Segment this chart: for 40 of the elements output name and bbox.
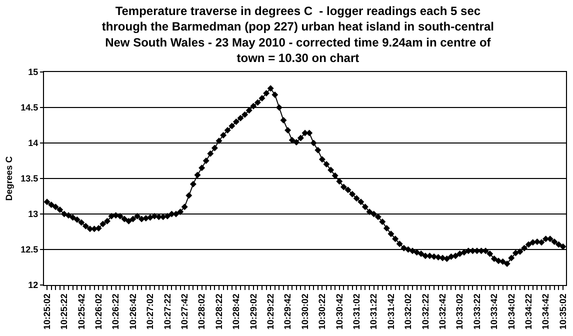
chart-title: Temperature traverse in degrees C - logger readings each 5 sec through the Barmedman (pop 227) urban heat island in south-central New South Wales - 23 May 2010 - corrected time 9.24am in centre of town = 10.30 on chart bbox=[102, 4, 494, 65]
x-tick-label: 10:30:02 bbox=[300, 294, 310, 330]
x-tick-label: 10:28:22 bbox=[214, 294, 224, 330]
x-tick-label: 10:32:02 bbox=[403, 294, 414, 330]
y-tick-label: 14 bbox=[28, 138, 38, 148]
x-tick-label: 10:28:42 bbox=[231, 294, 242, 330]
y-axis-title: Degrees C bbox=[4, 156, 14, 201]
x-tick-label: 10:33:02 bbox=[454, 294, 465, 330]
x-tick-label: 10:34:02 bbox=[506, 294, 516, 330]
x-tick-label: 10:25:22 bbox=[59, 294, 70, 330]
x-tick-label: 10:29:42 bbox=[282, 294, 293, 330]
x-tick-label: 10:35:02 bbox=[558, 294, 568, 330]
x-tick-label: 10:25:42 bbox=[76, 294, 86, 330]
x-tick-label: 10:27:42 bbox=[180, 294, 190, 330]
x-tick-label: 10:27:22 bbox=[162, 294, 172, 330]
x-tick-label: 10:31:22 bbox=[368, 294, 379, 330]
x-tick-label: 10:30:22 bbox=[317, 294, 328, 330]
x-tick-label: 10:25:02 bbox=[42, 294, 52, 330]
x-tick-label: 10:34:22 bbox=[524, 294, 534, 330]
x-tick-label: 10:26:22 bbox=[110, 294, 121, 330]
y-tick-label: 13.5 bbox=[20, 174, 38, 184]
y-tick-label: 12.5 bbox=[20, 244, 38, 255]
x-tick-label: 10:28:02 bbox=[196, 294, 207, 330]
x-tick-label: 10:32:22 bbox=[420, 294, 430, 330]
x-tick-label: 10:30:42 bbox=[334, 294, 344, 330]
y-tick-label: 13 bbox=[28, 209, 38, 220]
x-tick-label: 10:31:02 bbox=[352, 294, 362, 330]
x-tick-label: 10:29:02 bbox=[248, 294, 258, 330]
x-tick-label: 10:32:42 bbox=[438, 294, 448, 330]
x-tick-label: 10:29:22 bbox=[266, 294, 276, 330]
x-tick-label: 10:33:42 bbox=[489, 294, 500, 330]
x-tick-label: 10:26:02 bbox=[94, 294, 104, 330]
y-tick-label: 14.5 bbox=[20, 102, 38, 113]
x-tick-label: 10:26:42 bbox=[128, 294, 138, 330]
x-tick-label: 10:27:02 bbox=[145, 294, 156, 330]
y-tick-label: 15 bbox=[28, 67, 38, 78]
y-tick-label: 12 bbox=[28, 280, 38, 290]
x-tick-label: 10:34:42 bbox=[540, 294, 551, 330]
x-tick-label: 10:33:22 bbox=[472, 294, 482, 330]
x-tick-label: 10:31:42 bbox=[386, 294, 396, 330]
